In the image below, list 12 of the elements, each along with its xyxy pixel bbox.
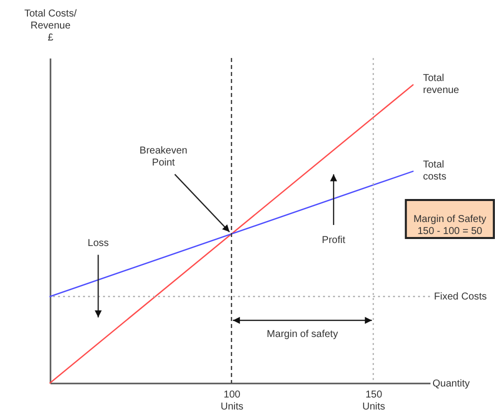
annotation: Loss bbox=[88, 238, 109, 249]
y-axis-title: Total Costs/ Revenue £ bbox=[24, 8, 77, 44]
series-label: Total revenue bbox=[422, 72, 460, 96]
annotation: Margin of safety bbox=[266, 328, 338, 340]
annotation: Margin of Safety 150 - 100 = 50 bbox=[413, 214, 486, 238]
series-label: Total costs bbox=[422, 159, 446, 182]
x-tick-label: 150 Units bbox=[362, 390, 386, 412]
annotation: Breakeven Point bbox=[140, 145, 188, 168]
ref-line-label: Fixed Costs bbox=[434, 292, 487, 303]
x-axis-title: Quantity bbox=[432, 378, 470, 390]
x-tick-label: 100 Units bbox=[220, 390, 244, 412]
annotation: Profit bbox=[322, 234, 346, 246]
